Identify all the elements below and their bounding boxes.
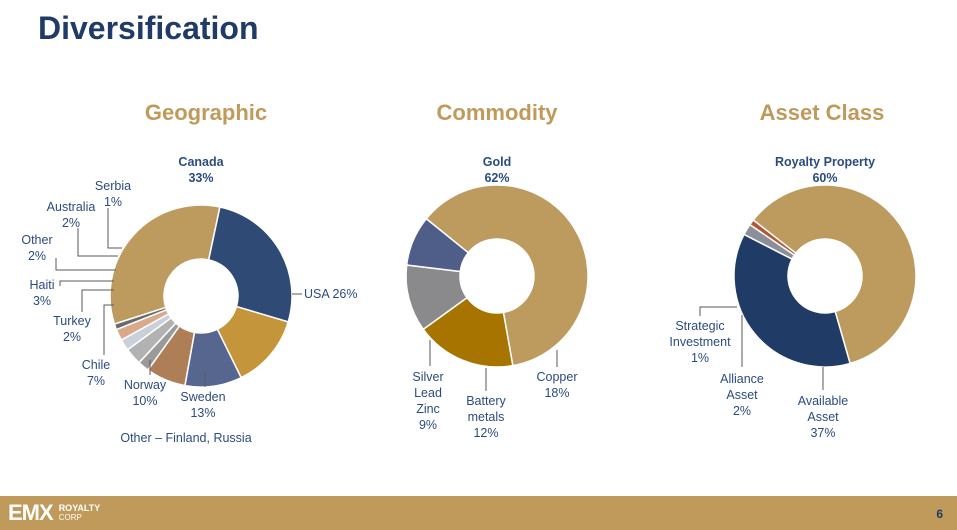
geographic-label-chile: Chile 7%	[82, 358, 111, 388]
page-number: 6	[936, 507, 943, 521]
geographic-leader-other	[55, 258, 116, 271]
geographic-label-canada: Canada 33%	[178, 155, 224, 185]
logo-line1: ROYALTY	[58, 503, 101, 513]
geographic-slice-usa	[207, 206, 293, 323]
geographic-label-australia: Australia 2%	[47, 200, 96, 230]
asset-class-slice-available-asset	[733, 233, 852, 368]
geographic-label-turkey: Turkey 2%	[53, 314, 91, 344]
asset-class-label-royalty-property: Royalty Property 60%	[775, 155, 875, 185]
logo-line2: CORP	[58, 513, 82, 522]
asset-class-slice-strategic-investment	[748, 218, 797, 257]
geographic-chart-title: Geographic	[145, 100, 267, 125]
commodity-label-copper: Copper 18%	[537, 370, 578, 400]
logo-subtitle: ROYALTY CORP	[59, 503, 101, 523]
geographic-leader-haiti	[59, 280, 114, 286]
commodity-slice-silver-lead-zinc	[405, 217, 470, 273]
commodity-slice-gold	[425, 184, 589, 367]
logo-mark: EMX	[8, 500, 54, 525]
geographic-label-sweden: Sweden 13%	[180, 390, 225, 420]
asset-class-label-strategic-investment: Strategic Investment 1%	[669, 319, 731, 365]
commodity-label-silver-lead-zinc: Silver Lead Zinc 9%	[412, 370, 443, 432]
geographic-leader-turkey	[81, 289, 114, 312]
footer-bar: EMX ROYALTY CORP 6	[0, 496, 957, 530]
asset-class-label-alliance-asset: Alliance Asset 2%	[720, 372, 764, 418]
geographic-label-serbia: Serbia 1%	[95, 179, 131, 209]
geographic-label-norway: Norway 10%	[124, 378, 167, 408]
commodity-chart-title: Commodity	[437, 100, 559, 125]
geographic-label-other: Other 2%	[21, 233, 52, 263]
geographic-leader-chile	[103, 304, 114, 355]
commodity-label-gold: Gold 62%	[483, 155, 511, 185]
company-logo: EMX ROYALTY CORP	[8, 500, 100, 526]
geographic-label-usa: USA 26%	[304, 287, 358, 301]
slide-title: Diversification	[38, 10, 259, 46]
charts-canvas: Geographic Canada 33% USA 26% Sweden 13% Norwa…	[21, 100, 917, 445]
geographic-leader-serbia	[107, 208, 122, 249]
geographic-slice-serbia	[113, 306, 168, 331]
geographic-leader-australia	[77, 228, 118, 257]
asset-class-chart-title: Asset Class	[760, 100, 885, 125]
asset-class-label-available-asset: Available Asset 37%	[798, 394, 849, 440]
asset-class-leader-strategic-investment	[699, 306, 737, 316]
asset-class-slice-royalty-property	[752, 184, 917, 365]
geographic-label-haiti: Haiti 3%	[29, 278, 54, 308]
commodity-label-battery-metals: Battery metals 12%	[466, 394, 506, 440]
geographic-slice-canada	[109, 204, 221, 326]
geographic-note: Other – Finland, Russia	[120, 431, 251, 445]
